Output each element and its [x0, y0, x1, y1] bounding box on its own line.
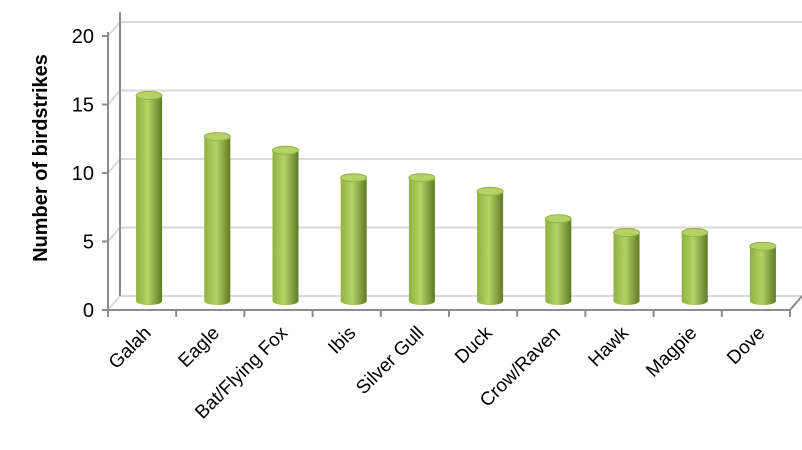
x-tick-label: Silver Gull	[352, 323, 428, 399]
x-tick-label: Duck	[451, 322, 497, 368]
bar-galah	[135, 91, 163, 305]
x-tick-label: Magpie	[642, 323, 701, 382]
bars	[135, 91, 777, 305]
y-tick-label: 5	[83, 232, 94, 254]
bar-eagle	[203, 132, 231, 305]
bar-dove	[749, 241, 777, 305]
gridline-15	[107, 89, 802, 106]
x-tick-label: Eagle	[175, 323, 224, 372]
bar-bat-flying-fox	[272, 145, 299, 305]
y-tick-label: 15	[72, 95, 94, 117]
x-tick-label: Hawk	[585, 322, 634, 371]
y-tick-label: 20	[72, 26, 94, 48]
x-tick-label: Ibis	[324, 323, 360, 359]
bar-crow-raven	[544, 214, 572, 305]
bar-magpie	[681, 228, 709, 305]
floor-edge	[789, 295, 802, 311]
gridline-20	[107, 21, 802, 37]
x-tick-label: Dove	[723, 323, 769, 369]
y-tick-label: 0	[83, 300, 94, 322]
bar-hawk	[613, 228, 640, 305]
x-tick-label: Galah	[105, 323, 156, 374]
bar-duck	[476, 186, 504, 305]
y-axis-title: Number of birdstrikes	[30, 54, 52, 262]
axes	[102, 12, 802, 317]
bar-ibis	[340, 173, 368, 305]
bar-silver-gull	[408, 173, 436, 305]
y-tick-label: 10	[72, 163, 94, 185]
